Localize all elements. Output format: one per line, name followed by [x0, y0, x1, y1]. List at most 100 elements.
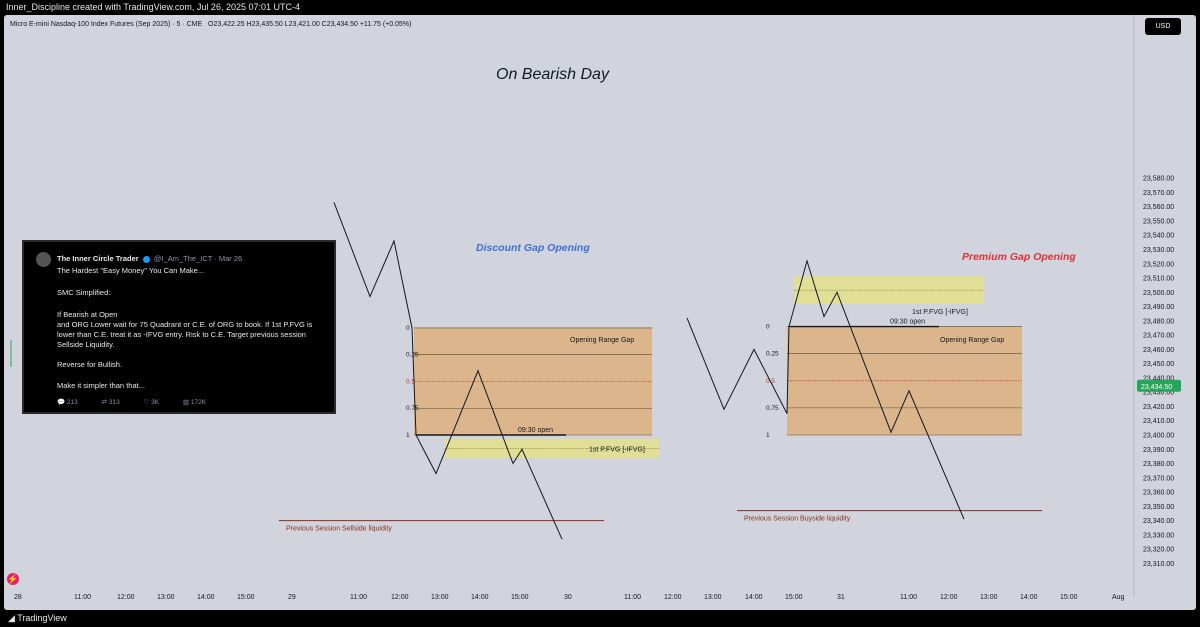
- time-tick-label: 28: [14, 594, 22, 601]
- price-tick-label: 23,470.00: [1143, 333, 1174, 340]
- price-tick-label: 23,440.00: [1143, 375, 1174, 382]
- price-tick-label: 23,570.00: [1143, 190, 1174, 197]
- time-tick-label: Aug: [1112, 594, 1125, 601]
- price-tick-label: 23,520.00: [1143, 261, 1174, 268]
- time-tick-label: 14:00: [745, 594, 763, 601]
- time-tick-label: 31: [837, 594, 845, 601]
- tweet-line: lower than C.E. treat it as -IFVG entry.…: [57, 330, 306, 339]
- creator-caption: Inner_Discipline created with TradingVie…: [6, 2, 300, 12]
- open-label: 09:30 open: [890, 319, 925, 326]
- price-tick-label: 23,580.00: [1143, 176, 1174, 183]
- verified-badge-icon: [142, 255, 150, 263]
- reply-count[interactable]: 💬 213: [57, 399, 78, 406]
- time-tick-label: 11:00: [74, 594, 91, 601]
- price-tick-label: 23,560.00: [1143, 204, 1174, 211]
- tweet-line: and ORG Lower wait for 75 Quadrant or C.…: [57, 320, 313, 329]
- view-count[interactable]: ▥ 172K: [182, 399, 207, 406]
- time-tick-label: 14:00: [471, 594, 489, 601]
- opening-range-gap-label: Opening Range Gap: [940, 337, 1004, 344]
- currency-button[interactable]: USD: [1145, 18, 1181, 35]
- creator-caption-bar: Inner_Discipline created with TradingVie…: [0, 0, 1200, 15]
- pfvg-label: 1st P.FVG [-IFVG]: [912, 309, 968, 316]
- tweet-author: The Inner Circle Trader: [57, 254, 139, 263]
- lightning-icon[interactable]: ⚡: [7, 573, 19, 585]
- price-tick-label: 23,390.00: [1143, 447, 1174, 454]
- avatar: [36, 252, 51, 267]
- gap-level-label: 0.5: [406, 378, 415, 385]
- price-path-line: [333, 202, 563, 540]
- chart-canvas[interactable]: 23,580.00 23,570.00 23,560.00 23,550.00 23,5…: [4, 15, 1196, 610]
- price-tick-label: 23,360.00: [1143, 490, 1174, 497]
- time-tick-label: 12:00: [940, 594, 958, 601]
- price-tick-label: 23,510.00: [1143, 276, 1174, 283]
- price-tick-label: 23,320.00: [1143, 547, 1174, 554]
- time-tick-label: 13:00: [704, 594, 722, 601]
- tweet-line: Make it simpler than that...: [57, 381, 145, 390]
- time-tick-label: 15:00: [1060, 594, 1078, 601]
- symbol-legend[interactable]: Micro E-mini Nasdaq-100 Index Futures (S…: [10, 21, 411, 28]
- panel-title: Premium Gap Opening: [962, 251, 1076, 263]
- open-label: 09:30 open: [518, 427, 553, 434]
- time-tick-label: 13:00: [157, 594, 175, 601]
- time-tick-label: 14:00: [197, 594, 215, 601]
- time-tick-label: 15:00: [511, 594, 529, 601]
- price-tick-label: 23,490.00: [1143, 304, 1174, 311]
- chart-frame[interactable]: Micro E-mini Nasdaq-100 Index Futures (S…: [4, 15, 1196, 610]
- time-tick-label: 12:00: [117, 594, 135, 601]
- time-tick-label: 29: [288, 594, 296, 601]
- current-price-label: 23,434.50: [1141, 384, 1172, 391]
- tweet-handle: @I_Am_The_ICT · Mar 26: [153, 254, 243, 263]
- price-tick-label: 23,330.00: [1143, 532, 1174, 539]
- tweet-line: SMC Simplified:: [57, 288, 111, 297]
- price-tick-label: 23,370.00: [1143, 475, 1174, 482]
- tweet-header: The Inner Circle Trader @I_Am_The_ICT · …: [57, 254, 242, 263]
- gap-level-label: 0.75: [406, 405, 419, 412]
- gap-level-label: 0: [766, 324, 770, 331]
- price-tick-label: 23,550.00: [1143, 218, 1174, 225]
- tweet-stats: 💬 213 ⇄ 313 ♡ 3K ▥ 172K: [57, 398, 327, 406]
- price-tick-label: 23,540.00: [1143, 233, 1174, 240]
- time-tick-label: 12:00: [391, 594, 409, 601]
- gap-level-label: 0.25: [406, 352, 419, 359]
- price-tick-label: 23,460.00: [1143, 347, 1174, 354]
- time-tick-label: 13:00: [980, 594, 998, 601]
- time-tick-label: 12:00: [664, 594, 682, 601]
- branding-text: TradingView: [17, 613, 67, 623]
- price-tick-label: 23,500.00: [1143, 290, 1174, 297]
- time-tick-label: 11:00: [350, 594, 367, 601]
- tweet-line: Reverse for Bullish.: [57, 360, 123, 369]
- opening-range-gap-label: Opening Range Gap: [570, 337, 634, 344]
- price-tick-label: 23,450.00: [1143, 361, 1174, 368]
- price-tick-label: 23,350.00: [1143, 504, 1174, 511]
- price-tick-label: 23,310.00: [1143, 561, 1174, 568]
- pfvg-box: [445, 438, 659, 459]
- like-count[interactable]: ♡ 3K: [143, 399, 160, 406]
- price-tick-label: 23,400.00: [1143, 433, 1174, 440]
- gap-level-label: 0.75: [766, 405, 779, 412]
- price-tick-label: 23,530.00: [1143, 247, 1174, 254]
- price-tick-label: 23,410.00: [1143, 418, 1174, 425]
- liquidity-label: Previous Session Buyside liquidity: [744, 516, 851, 523]
- symbol-name: Micro E-mini Nasdaq-100 Index Futures (S…: [10, 21, 203, 28]
- price-tick-label: 23,380.00: [1143, 461, 1174, 468]
- branding-bar: ◢ TradingView: [0, 610, 1200, 627]
- current-price-badge: [1137, 379, 1181, 392]
- tweet-line: The Hardest "Easy Money" You Can Make...: [57, 266, 205, 275]
- tweet-line: If Bearish at Open: [57, 310, 118, 319]
- tweet-line: Sellside Liquidity.: [57, 340, 115, 349]
- pfvg-label: 1st P.FVG [-IFVG]: [589, 447, 645, 454]
- retweet-count[interactable]: ⇄ 313: [101, 399, 120, 406]
- gap-level-label: 0.25: [766, 351, 779, 358]
- time-tick-label: 30: [564, 594, 572, 601]
- gap-level-label: 0: [406, 325, 410, 332]
- tradingview-logo-icon: ◢: [8, 613, 15, 623]
- price-tick-label: 23,420.00: [1143, 404, 1174, 411]
- time-tick-label: 11:00: [900, 594, 917, 601]
- price-path-line: [686, 259, 965, 520]
- price-tick-label: 23,430.00: [1143, 390, 1174, 397]
- time-tick-label: 14:00: [1020, 594, 1038, 601]
- gap-level-label: 1: [766, 432, 770, 439]
- chart-title: On Bearish Day: [496, 66, 610, 83]
- time-tick-label: 15:00: [785, 594, 803, 601]
- embedded-tweet: The Inner Circle Trader @I_Am_The_ICT · …: [22, 240, 336, 414]
